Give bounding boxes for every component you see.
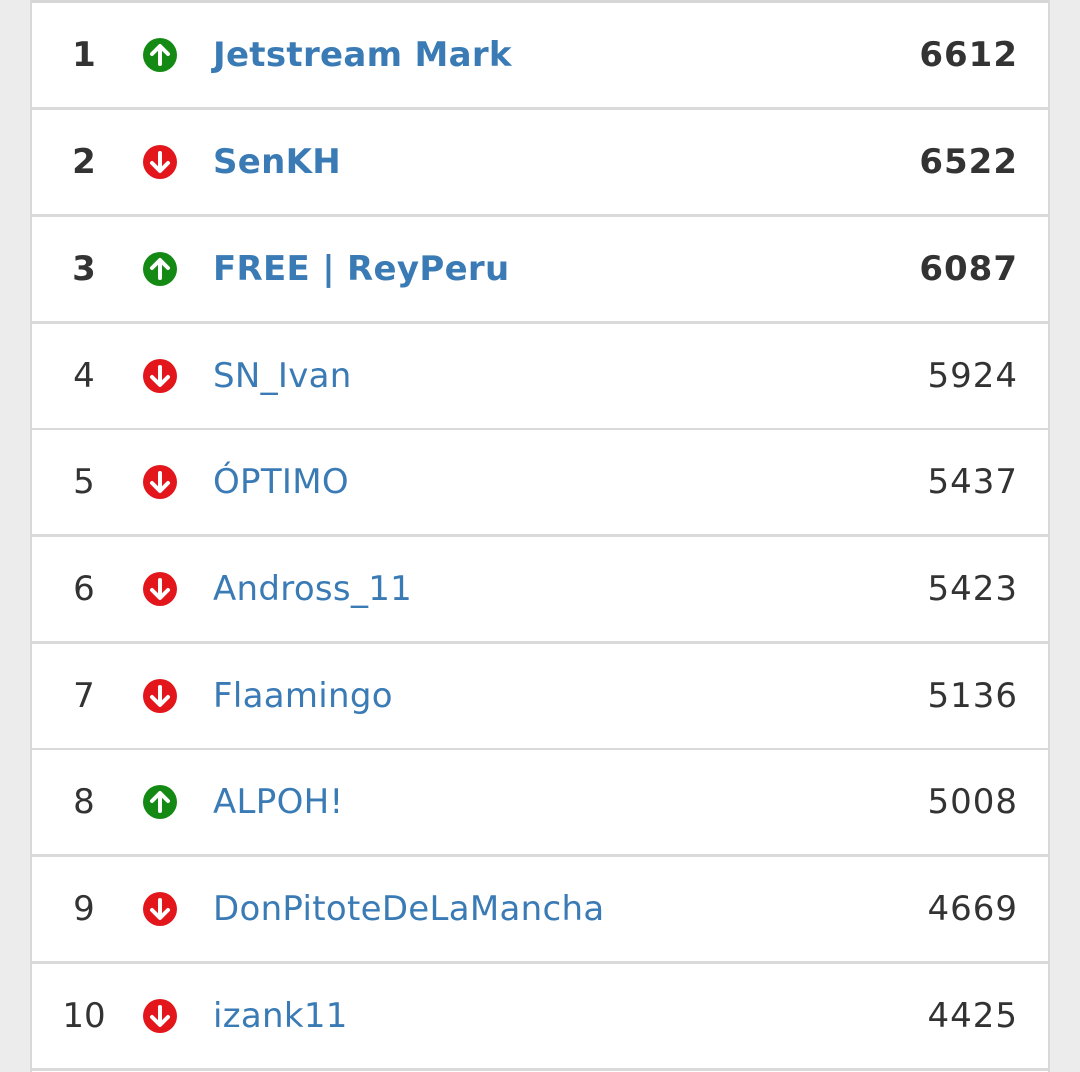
points-value: 5924 bbox=[927, 356, 1018, 396]
table-row: 3 FREE | ReyPeru 6087 bbox=[32, 217, 1048, 324]
table-row: 5 ÓPTIMO 5437 bbox=[32, 430, 1048, 537]
points-value: 5423 bbox=[927, 569, 1018, 609]
table-row: 7 Flaamingo 5136 bbox=[32, 644, 1048, 751]
points-value: 6522 bbox=[919, 142, 1018, 182]
rank-number: 2 bbox=[72, 142, 96, 182]
table-row: 1 Jetstream Mark 6612 bbox=[32, 3, 1048, 110]
rank-number: 1 bbox=[72, 35, 96, 75]
table-row: 8 ALPOH! 5008 bbox=[32, 750, 1048, 857]
table-row: 10 izank11 4425 bbox=[32, 964, 1048, 1071]
table-top-divider bbox=[32, 0, 1048, 3]
points-value: 4425 bbox=[927, 996, 1018, 1036]
rank-number: 4 bbox=[73, 356, 95, 396]
rank-number: 7 bbox=[73, 676, 95, 716]
rank-number: 6 bbox=[73, 569, 95, 609]
table-row: 4 SN_Ivan 5924 bbox=[32, 324, 1048, 431]
points-value: 6087 bbox=[919, 249, 1018, 289]
player-name-link[interactable]: DonPitoteDeLaMancha bbox=[213, 889, 605, 929]
arrow-up-circle-icon bbox=[142, 784, 178, 820]
points-value: 5437 bbox=[927, 462, 1018, 502]
player-name-link[interactable]: Flaamingo bbox=[213, 676, 393, 716]
arrow-down-circle-icon bbox=[142, 891, 178, 927]
points-value: 5008 bbox=[927, 782, 1018, 822]
leaderboard-table: 1 Jetstream Mark 6612 2 SenKH 6522 3 FRE… bbox=[30, 0, 1050, 1072]
player-name-link[interactable]: FREE | ReyPeru bbox=[213, 249, 510, 289]
arrow-up-circle-icon bbox=[142, 251, 178, 287]
player-name-link[interactable]: SenKH bbox=[213, 142, 342, 182]
player-name-link[interactable]: ALPOH! bbox=[213, 782, 344, 822]
player-name-link[interactable]: ÓPTIMO bbox=[213, 462, 349, 502]
rank-number: 5 bbox=[73, 462, 95, 502]
arrow-down-circle-icon bbox=[142, 144, 178, 180]
arrow-down-circle-icon bbox=[142, 358, 178, 394]
player-name-link[interactable]: SN_Ivan bbox=[213, 356, 352, 396]
points-value: 6612 bbox=[919, 35, 1018, 75]
player-name-link[interactable]: izank11 bbox=[213, 996, 348, 1036]
arrow-down-circle-icon bbox=[142, 464, 178, 500]
table-row: 9 DonPitoteDeLaMancha 4669 bbox=[32, 857, 1048, 964]
rank-number: 3 bbox=[72, 249, 96, 289]
table-row: 2 SenKH 6522 bbox=[32, 110, 1048, 217]
points-value: 4669 bbox=[927, 889, 1018, 929]
player-name-link[interactable]: Jetstream Mark bbox=[213, 35, 512, 75]
arrow-down-circle-icon bbox=[142, 571, 178, 607]
rank-number: 10 bbox=[62, 996, 106, 1036]
player-name-link[interactable]: Andross_11 bbox=[213, 569, 413, 609]
rank-number: 9 bbox=[73, 889, 95, 929]
arrow-down-circle-icon bbox=[142, 998, 178, 1034]
points-value: 5136 bbox=[927, 676, 1018, 716]
arrow-up-circle-icon bbox=[142, 37, 178, 73]
table-row: 6 Andross_11 5423 bbox=[32, 537, 1048, 644]
arrow-down-circle-icon bbox=[142, 678, 178, 714]
rank-number: 8 bbox=[73, 782, 95, 822]
